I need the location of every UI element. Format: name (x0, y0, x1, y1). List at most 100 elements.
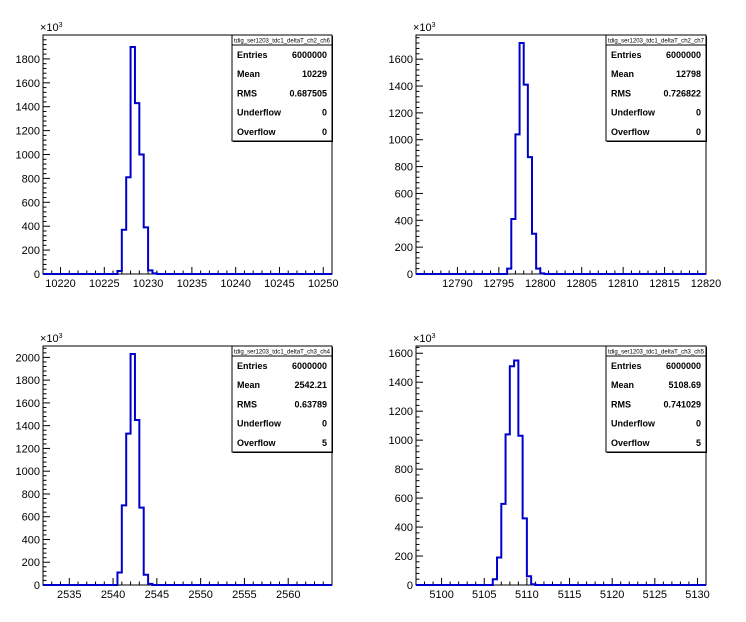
y-tick-label: 600 (395, 493, 413, 505)
y-tick-label: 1600 (16, 398, 40, 410)
stats-key: Entries (237, 361, 268, 371)
exp-power: 3 (59, 333, 63, 340)
y-tick-label: 200 (395, 242, 413, 254)
exp-power: 3 (59, 22, 63, 29)
histogram-panel: 2535 2540 2545 2550 2555 2560 0 200 400 600 800 100… (16, 333, 333, 601)
y-exponent-label: ×103 (413, 333, 436, 345)
x-tick-label: 5100 (429, 589, 453, 601)
x-tick-label: 12790 (442, 278, 473, 290)
histogram-line (43, 352, 332, 586)
y-tick-label: 1000 (389, 135, 413, 147)
y-tick-label: 0 (34, 269, 40, 281)
histogram-panel: 12790 12795 12800 12805 12810 12815 12820 0 200 4… (389, 22, 722, 290)
y-exponent-label: ×103 (40, 22, 63, 34)
y-tick-label: 400 (395, 215, 413, 227)
stats-value: 0 (696, 127, 701, 137)
stats-key: RMS (611, 399, 631, 409)
x-tick-label: 2540 (101, 589, 125, 601)
stats-key: Overflow (237, 127, 277, 137)
y-tick-label: 1400 (16, 102, 40, 114)
x-tick-label: 5130 (685, 589, 709, 601)
stats-value: 5 (322, 438, 327, 448)
y-tick-label: 2000 (16, 352, 40, 364)
histogram-line (416, 42, 706, 275)
stats-value: 0.687505 (289, 88, 327, 98)
stats-title: tdig_ser1203_tdc1_deltaT_ch2_ch6 (234, 39, 331, 45)
exp-base: ×10 (40, 333, 59, 345)
y-tick-label: 1600 (16, 78, 40, 90)
y-tick-label: 200 (395, 551, 413, 563)
x-tick-label: 10220 (45, 278, 76, 290)
y-tick-label: 600 (395, 188, 413, 200)
stats-key: Mean (611, 69, 634, 79)
x-tick-label: 2555 (232, 589, 256, 601)
y-tick-label: 1400 (16, 421, 40, 433)
x-tick-label: 5110 (515, 589, 539, 601)
y-tick-label: 800 (22, 173, 40, 185)
x-tick-label: 10240 (220, 278, 251, 290)
histogram-line (416, 359, 706, 586)
stats-key: Mean (611, 380, 634, 390)
stats-value: 0.741029 (663, 399, 701, 409)
x-tick-label: 10235 (177, 278, 208, 290)
exp-power: 3 (432, 22, 436, 29)
stats-value: 6000000 (666, 361, 701, 371)
y-tick-label: 1600 (389, 54, 413, 66)
x-tick-label: 2560 (276, 589, 300, 601)
exp-base: ×10 (40, 22, 59, 34)
y-tick-label: 800 (395, 464, 413, 476)
y-tick-label: 0 (34, 580, 40, 592)
stats-value: 0 (696, 108, 701, 118)
x-tick-label: 10250 (308, 278, 339, 290)
x-tick-label: 10245 (264, 278, 295, 290)
y-tick-label: 400 (22, 534, 40, 546)
x-tick-label: 5120 (600, 589, 624, 601)
y-tick-label: 200 (22, 557, 40, 569)
stats-box (231, 34, 333, 142)
stats-value: 0.63789 (294, 399, 327, 409)
stats-value: 5108.69 (668, 380, 701, 390)
stats-value: 2542.21 (294, 380, 327, 390)
x-tick-label: 12800 (525, 278, 556, 290)
stats-key: Underflow (237, 419, 282, 429)
stats-value: 5 (696, 438, 701, 448)
y-tick-label: 1200 (389, 108, 413, 120)
stats-key: Mean (237, 380, 260, 390)
stats-key: Entries (611, 361, 642, 371)
stats-value: 0 (322, 419, 327, 429)
histogram-panel: 5100 5105 5110 5115 5120 5125 5130 0 200 400 600 80… (389, 333, 710, 601)
stats-value: 6000000 (666, 50, 701, 60)
stats-key: Underflow (611, 419, 656, 429)
stats-box (231, 345, 333, 453)
y-tick-label: 600 (22, 512, 40, 524)
stats-key: Overflow (611, 438, 651, 448)
y-tick-label: 1200 (389, 406, 413, 418)
stats-box (605, 34, 707, 142)
x-tick-label: 12805 (566, 278, 597, 290)
y-tick-label: 1400 (389, 377, 413, 389)
stats-key: Mean (237, 69, 260, 79)
y-exponent-label: ×103 (40, 333, 63, 345)
stats-title: tdig_ser1203_tdc1_deltaT_ch3_ch5 (608, 350, 705, 356)
stats-value: 0 (696, 419, 701, 429)
stats-value: 6000000 (292, 361, 327, 371)
y-tick-label: 1200 (16, 443, 40, 455)
y-tick-label: 1200 (16, 126, 40, 138)
stats-value: 0 (322, 108, 327, 118)
y-tick-label: 200 (22, 245, 40, 257)
stats-key: RMS (237, 88, 257, 98)
x-tick-label: 2545 (145, 589, 169, 601)
x-tick-label: 5125 (643, 589, 667, 601)
stats-title: tdig_ser1203_tdc1_deltaT_ch3_ch4 (234, 350, 331, 356)
stats-key: Entries (237, 50, 268, 60)
y-tick-label: 800 (22, 489, 40, 501)
stats-key: Overflow (611, 127, 651, 137)
stats-value: 10229 (302, 69, 327, 79)
stats-title: tdig_ser1203_tdc1_deltaT_ch2_ch7 (608, 39, 705, 45)
x-tick-label: 12820 (691, 278, 722, 290)
y-tick-label: 1000 (16, 150, 40, 162)
x-tick-label: 12815 (649, 278, 680, 290)
y-tick-label: 1400 (389, 81, 413, 93)
y-tick-label: 800 (395, 162, 413, 174)
